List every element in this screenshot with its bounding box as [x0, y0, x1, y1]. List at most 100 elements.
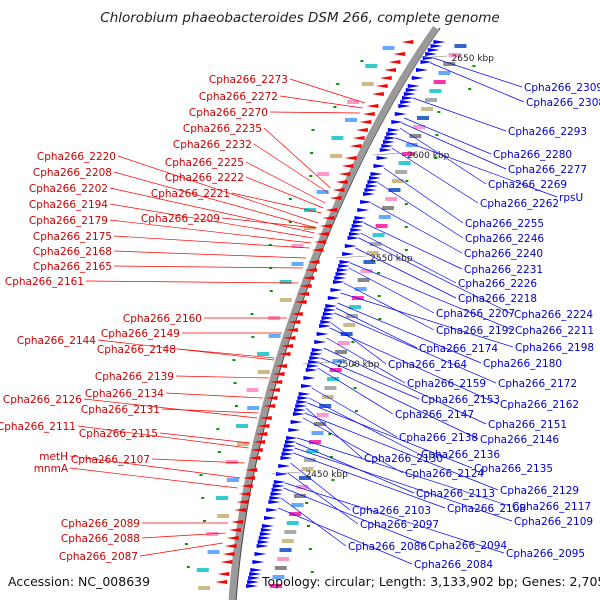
gene-label-right[interactable]: Cpha266_2108 — [447, 503, 526, 515]
gene-label-left[interactable]: Cpha266_2115 — [79, 428, 158, 440]
rna-marker — [404, 226, 408, 228]
gene-label-right[interactable]: Cpha266_2084 — [414, 559, 493, 571]
gene-label-right[interactable]: Cpha266_2117 — [512, 501, 591, 513]
gene-label-left[interactable]: metH — [39, 451, 68, 463]
gene-label-right[interactable]: Cpha266_2172 — [498, 378, 577, 390]
gene-label-left[interactable]: Cpha266_2134 — [85, 388, 164, 400]
gene-label-left[interactable]: Cpha266_2111 — [0, 421, 76, 433]
feature-block — [366, 251, 379, 255]
gene-label-left[interactable]: Cpha266_2225 — [165, 157, 244, 169]
gene-label-left[interactable]: Cpha266_2144 — [17, 335, 96, 347]
gene-label-right[interactable]: Cpha266_2130 — [364, 453, 443, 465]
rna-marker — [360, 60, 364, 62]
gene-label-right[interactable]: Cpha266_2269 — [488, 179, 567, 191]
gene-label-right[interactable]: Cpha266_2124 — [405, 468, 484, 480]
gene-label-right[interactable]: Cpha266_2103 — [352, 505, 431, 517]
forward-gene-arrow — [310, 352, 323, 356]
gene-label-left[interactable]: Cpha266_2175 — [33, 231, 112, 243]
gene-label-right[interactable]: Cpha266_2280 — [493, 149, 572, 161]
gene-label-left[interactable]: Cpha266_2149 — [101, 328, 180, 340]
forward-gene-arrow — [271, 488, 284, 492]
gene-label-left[interactable]: Cpha266_2168 — [33, 246, 112, 258]
feature-block — [347, 100, 360, 104]
gene-label-left[interactable]: Cpha266_2270 — [189, 107, 268, 119]
gene-label-left[interactable]: mnmA — [34, 463, 69, 475]
reverse-gene-arrow — [304, 268, 317, 272]
gene-label-right[interactable]: Cpha266_2277 — [508, 164, 587, 176]
rna-marker — [186, 566, 190, 568]
gene-label-left[interactable]: Cpha266_2165 — [33, 261, 112, 273]
gene-label-right[interactable]: Cpha266_2255 — [465, 218, 544, 230]
gene-label-left[interactable]: Cpha266_2273 — [209, 74, 288, 86]
gene-label-left[interactable]: Cpha266_2235 — [183, 123, 262, 135]
gene-label-left[interactable]: Cpha266_2107 — [71, 454, 150, 466]
gene-label-left[interactable]: Cpha266_2220 — [37, 151, 116, 163]
gene-label-left[interactable]: Cpha266_2087 — [59, 551, 138, 563]
gene-label-right[interactable]: Cpha266_2293 — [508, 126, 587, 138]
gene-label-right[interactable]: Cpha266_2094 — [428, 540, 507, 552]
leader-line-left — [161, 408, 259, 414]
gene-label-right[interactable]: Cpha266_2097 — [360, 519, 439, 531]
forward-gene-arrow — [338, 264, 351, 268]
gene-label-right[interactable]: Cpha266_2109 — [514, 516, 593, 528]
gene-label-left[interactable]: Cpha266_2272 — [199, 91, 278, 103]
gene-label-right[interactable]: Cpha266_2174 — [419, 343, 498, 355]
gene-label-right[interactable]: Cpha266_2218 — [458, 293, 537, 305]
gene-label-left[interactable]: Cpha266_2194 — [29, 199, 108, 211]
gene-label-right[interactable]: Cpha266_2147 — [395, 409, 474, 421]
gene-label-right[interactable]: Cpha266_2162 — [500, 399, 579, 411]
gene-label-right[interactable]: Cpha266_2207 — [436, 308, 515, 320]
gene-label-left[interactable]: Cpha266_2088 — [61, 533, 140, 545]
gene-label-left[interactable]: Cpha266_2131 — [81, 404, 160, 416]
gene-label-left[interactable]: Cpha266_2126 — [3, 394, 82, 406]
feature-block — [330, 154, 343, 158]
gene-label-left[interactable]: Cpha266_2139 — [95, 371, 174, 383]
gene-label-right[interactable]: Cpha266_2246 — [465, 233, 544, 245]
gene-label-right[interactable]: Cpha266_2151 — [488, 419, 567, 431]
gene-label-right[interactable]: Cpha266_2136 — [421, 449, 500, 461]
gene-label-right[interactable]: Cpha266_2135 — [474, 463, 553, 475]
gene-label-right[interactable]: Cpha266_2113 — [416, 488, 495, 500]
leader-line-right — [293, 452, 446, 509]
gene-label-left[interactable]: Cpha266_2209 — [141, 213, 220, 225]
gene-label-right[interactable]: Cpha266_2146 — [480, 434, 559, 446]
gene-label-right[interactable]: Cpha266_2262 — [480, 198, 559, 210]
gene-label-left[interactable]: Cpha266_2232 — [173, 139, 252, 151]
forward-gene-arrow — [350, 228, 363, 232]
gene-label-right[interactable]: Cpha266_2086 — [348, 541, 427, 553]
gene-label-right[interactable]: Cpha266_2240 — [464, 248, 543, 260]
gene-label-left[interactable]: Cpha266_2160 — [123, 313, 202, 325]
forward-gene-arrow — [306, 364, 319, 368]
gene-label-left[interactable]: Cpha266_2221 — [151, 188, 230, 200]
gene-label-right[interactable]: rpsU — [559, 192, 583, 204]
gene-label-left[interactable]: Cpha266_2208 — [33, 167, 112, 179]
gene-label-right[interactable]: Cpha266_2211 — [515, 325, 594, 337]
gene-label-left[interactable]: Cpha266_2222 — [165, 172, 244, 184]
gene-label-right[interactable]: Cpha266_2159 — [407, 378, 486, 390]
gene-label-left[interactable]: Cpha266_2179 — [29, 215, 108, 227]
gene-label-left[interactable]: Cpha266_2148 — [97, 344, 176, 356]
gene-label-right[interactable]: Cpha266_2308 — [526, 97, 600, 109]
gene-label-right[interactable]: Cpha266_2198 — [515, 342, 594, 354]
gene-label-right[interactable]: Cpha266_2192 — [436, 325, 515, 337]
gene-label-right[interactable]: Cpha266_2129 — [500, 485, 579, 497]
feature-block — [311, 431, 324, 435]
gene-label-left[interactable]: Cpha266_2161 — [5, 276, 84, 288]
reverse-gene-arrow — [290, 312, 303, 316]
gene-label-right[interactable]: Cpha266_2095 — [506, 548, 585, 560]
reverse-gene-arrow — [272, 372, 285, 376]
leader-line-right — [290, 462, 351, 511]
gene-label-right[interactable]: Cpha266_2164 — [388, 359, 467, 371]
gene-label-right[interactable]: Cpha266_2309 — [524, 82, 600, 94]
gene-label-right[interactable]: Cpha266_2226 — [458, 278, 537, 290]
gene-label-right[interactable]: Cpha266_2224 — [514, 309, 593, 321]
reverse-gene-arrow — [236, 500, 249, 504]
gene-label-right[interactable]: Cpha266_2180 — [483, 358, 562, 370]
gene-label-left[interactable]: Cpha266_2089 — [61, 518, 140, 530]
gene-label-right[interactable]: Cpha266_2231 — [464, 264, 543, 276]
gene-label-right[interactable]: Cpha266_2153 — [421, 394, 500, 406]
gene-label-left[interactable]: Cpha266_2202 — [29, 183, 108, 195]
forward-gene-arrow — [282, 448, 295, 452]
rna-marker — [405, 180, 409, 182]
gene-label-right[interactable]: Cpha266_2138 — [399, 432, 478, 444]
